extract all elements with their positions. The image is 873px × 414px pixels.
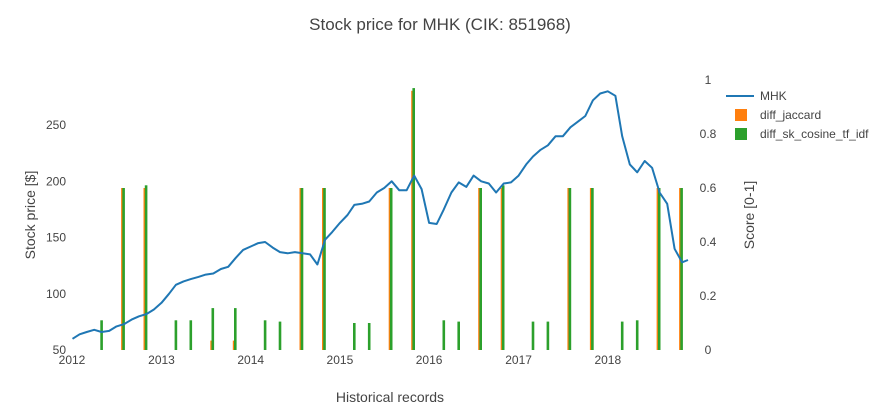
y2-axis-ticks: 0 0.2 0.4 0.6 0.8 1 (700, 73, 717, 357)
bar-diff-sk-cosine-tf-idf (323, 188, 326, 350)
x-axis-ticks: 2012 2013 2014 2015 2016 2017 2018 (59, 353, 622, 367)
y-tick-label: 100 (46, 287, 66, 301)
legend-label: MHK (760, 89, 787, 103)
bar-diff-sk-cosine-tf-idf (367, 323, 371, 350)
y-axis-label: Stock price [$] (22, 171, 38, 260)
y2-tick-label: 0.2 (700, 289, 717, 303)
y2-tick-label: 0 (705, 343, 712, 357)
y-axis-ticks: 50 100 150 200 250 (46, 118, 66, 357)
bar-diff-sk-cosine-tf-idf (122, 188, 125, 350)
x-axis-label: Historical records (336, 389, 444, 405)
legend-swatch-bar (735, 128, 747, 140)
bar-diff-sk-cosine-tf-idf (457, 321, 460, 350)
bar-diff-sk-cosine-tf-idf (680, 188, 683, 350)
bar-diff-jaccard (656, 188, 660, 350)
bar-diff-sk-cosine-tf-idf (546, 321, 550, 350)
y-tick-label: 250 (46, 118, 66, 132)
legend-label: diff_sk_cosine_tf_idf (760, 127, 869, 141)
bar-diff-sk-cosine-tf-idf (657, 188, 661, 350)
bar-diff-sk-cosine-tf-idf (531, 321, 535, 350)
x-tick-label: 2014 (237, 353, 264, 367)
bar-diff-sk-cosine-tf-idf (263, 320, 267, 350)
legend-swatch-bar (735, 109, 747, 121)
bar-diff-sk-cosine-tf-idf (189, 320, 193, 350)
legend: MHK diff_jaccard diff_sk_cosine_tf_idf (726, 89, 869, 141)
bar-diff-sk-cosine-tf-idf (278, 321, 282, 350)
bar-diff-sk-cosine-tf-idf (620, 321, 624, 350)
x-tick-label: 2015 (327, 353, 354, 367)
bar-diff-sk-cosine-tf-idf (234, 308, 237, 350)
y2-tick-label: 0.4 (700, 235, 717, 249)
x-tick-label: 2013 (148, 353, 175, 367)
bar-diff-sk-cosine-tf-idf (568, 188, 572, 350)
bar-diff-sk-cosine-tf-idf (442, 320, 446, 350)
bar-diff-sk-cosine-tf-idf (144, 185, 148, 350)
y2-tick-label: 0.6 (700, 181, 717, 195)
chart-title: Stock price for MHK (CIK: 851968) (309, 15, 571, 34)
bar-diff-sk-cosine-tf-idf (389, 188, 393, 350)
bar-diff-sk-cosine-tf-idf (353, 323, 356, 350)
bar-diff-sk-cosine-tf-idf (174, 320, 178, 350)
legend-label: diff_jaccard (760, 108, 821, 122)
x-tick-label: 2016 (416, 353, 443, 367)
y-tick-label: 150 (46, 231, 66, 245)
x-tick-label: 2012 (59, 353, 86, 367)
line-layer (71, 90, 689, 340)
y-tick-label: 200 (46, 174, 66, 188)
bar-diff-sk-cosine-tf-idf (300, 188, 304, 350)
y2-tick-label: 1 (705, 73, 712, 87)
bar-diff-sk-cosine-tf-idf (100, 320, 103, 350)
bar-diff-sk-cosine-tf-idf (635, 320, 639, 350)
bar-diff-sk-cosine-tf-idf (501, 185, 505, 350)
y2-tick-label: 0.8 (700, 127, 717, 141)
bar-diff-sk-cosine-tf-idf (479, 188, 482, 350)
bar-diff-sk-cosine-tf-idf (591, 188, 594, 350)
x-tick-label: 2018 (594, 353, 621, 367)
bar-diff-sk-cosine-tf-idf (412, 88, 415, 350)
y2-axis-label: Score [0-1] (741, 181, 757, 249)
y-tick-label: 50 (53, 343, 67, 357)
line-series-mhk (71, 90, 689, 340)
bar-diff-sk-cosine-tf-idf (211, 308, 215, 350)
x-tick-label: 2017 (505, 353, 532, 367)
bar-layer (100, 88, 683, 351)
